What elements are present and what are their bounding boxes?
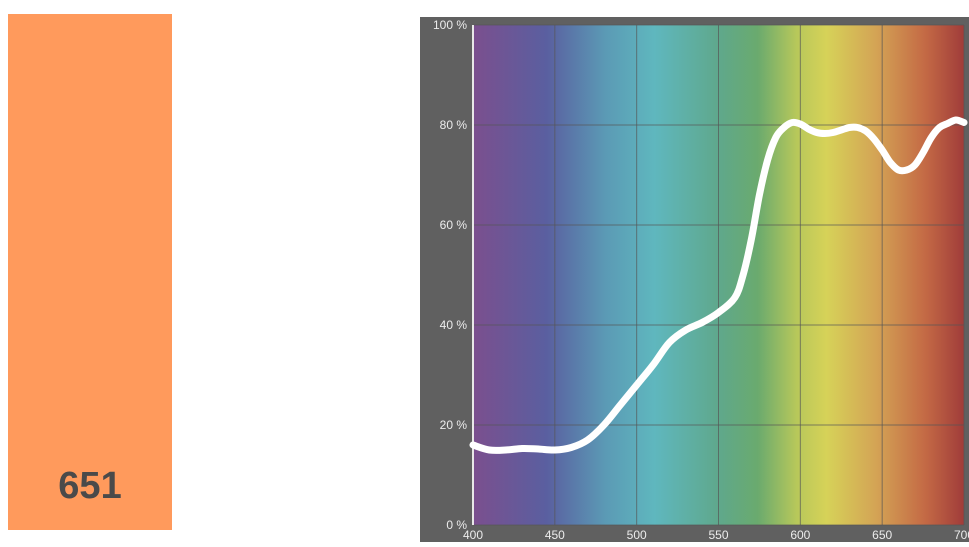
transmission-line <box>469 116 968 454</box>
y-tick-label: 20 % <box>440 418 468 432</box>
x-tick-label: 700 <box>954 528 969 542</box>
transmission-chart: 0 % 20 % 40 % 60 % 80 % 100 % 400 450 500 550 600… <box>420 17 969 542</box>
spectrum-chart-svg: 0 % 20 % 40 % 60 % 80 % 100 % 400 450 500 550 600… <box>420 17 969 542</box>
y-tick-label: 80 % <box>440 118 468 132</box>
y-tick-label: 0 % <box>446 518 467 532</box>
color-swatch: 651 <box>8 14 172 530</box>
y-tick-label: 100 % <box>433 18 467 32</box>
y-tick-label: 60 % <box>440 218 468 232</box>
x-tick-label: 400 <box>463 528 483 542</box>
x-tick-label: 550 <box>708 528 728 542</box>
x-tick-label: 650 <box>872 528 892 542</box>
filter-number: 651 <box>58 465 122 507</box>
x-tick-label: 600 <box>790 528 810 542</box>
x-tick-label: 450 <box>545 528 565 542</box>
y-tick-label: 40 % <box>440 318 468 332</box>
x-tick-label: 500 <box>627 528 647 542</box>
